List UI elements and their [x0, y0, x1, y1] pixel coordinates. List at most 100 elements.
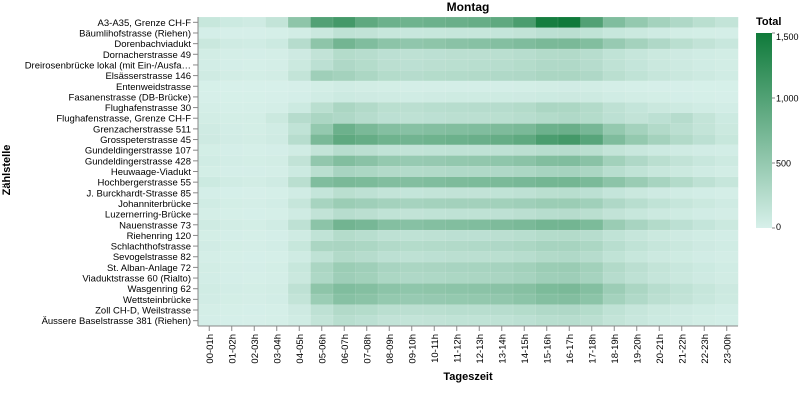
- heatmap-cell: [535, 59, 559, 71]
- heatmap-cell: [625, 59, 649, 71]
- heatmap-cell: [422, 208, 446, 220]
- heatmap-cell: [557, 315, 581, 327]
- legend-tick-label: 1,000: [776, 94, 799, 104]
- heatmap-cell: [467, 112, 491, 125]
- heatmap-cell: [670, 16, 694, 29]
- heatmap-cell: [197, 293, 221, 306]
- heatmap-cell: [422, 197, 446, 210]
- heatmap-cell: [512, 283, 536, 295]
- heatmap-cell: [512, 70, 536, 82]
- heatmap-cell: [647, 251, 671, 263]
- heatmap-cell: [422, 261, 446, 274]
- heatmap-cell: [647, 219, 671, 231]
- heatmap-cell: [287, 166, 311, 178]
- heatmap-cell: [512, 304, 536, 316]
- heatmap-cell: [242, 219, 266, 231]
- heatmap-cell: [557, 80, 581, 93]
- heatmap-cell: [647, 187, 671, 199]
- heatmap-cell: [332, 261, 356, 274]
- heatmap-cell: [377, 208, 401, 220]
- heatmap-cell: [625, 16, 649, 29]
- heatmap-cell: [287, 134, 311, 146]
- heatmap-cell: [220, 293, 244, 306]
- heatmap-cell: [220, 48, 244, 61]
- heatmap-cell: [647, 112, 671, 125]
- heatmap-cell: [242, 59, 266, 71]
- heatmap-cell: [242, 102, 266, 114]
- heatmap-cell: [715, 293, 739, 306]
- heatmap-cell: [242, 155, 266, 167]
- heatmap-cell: [692, 229, 716, 242]
- heatmap-cell: [580, 166, 604, 178]
- heatmap-cell: [512, 219, 536, 231]
- heatmap-cell: [467, 187, 491, 199]
- heatmap-cell: [557, 240, 581, 252]
- heatmap-cell: [422, 187, 446, 199]
- heatmap-cell: [512, 229, 536, 242]
- heatmap-cell: [692, 283, 716, 295]
- heatmap-cell: [535, 176, 559, 188]
- heatmap-cell: [220, 315, 244, 327]
- heatmap-cell: [715, 102, 739, 114]
- heatmap-cell: [400, 219, 424, 231]
- heatmap-cell: [670, 176, 694, 188]
- heatmap-cell: [220, 134, 244, 146]
- heatmap-cell: [467, 176, 491, 188]
- heatmap-cell: [422, 219, 446, 231]
- heatmap-cell: [580, 155, 604, 167]
- heatmap-cell: [625, 27, 649, 39]
- heatmap-cell: [310, 134, 334, 146]
- heatmap-cell: [535, 102, 559, 114]
- heatmap-cell: [512, 16, 536, 29]
- heatmap-cell: [490, 272, 514, 284]
- heatmap-cell: [602, 283, 626, 295]
- heatmap-cell: [602, 102, 626, 114]
- heatmap-cell: [715, 283, 739, 295]
- heatmap-cell: [332, 80, 356, 93]
- heatmap-cell: [377, 102, 401, 114]
- heatmap-cell: [467, 16, 491, 29]
- heatmap-cell: [467, 261, 491, 274]
- heatmap-cell: [580, 293, 604, 306]
- heatmap-cell: [422, 293, 446, 306]
- heatmap-cell: [422, 48, 446, 61]
- heatmap-cell: [287, 176, 311, 188]
- heatmap-cell: [670, 80, 694, 93]
- heatmap-cell: [692, 187, 716, 199]
- heatmap-cell: [377, 166, 401, 178]
- heatmap-cell: [670, 91, 694, 103]
- heatmap-cell: [197, 91, 221, 103]
- heatmap-cell: [625, 315, 649, 327]
- heatmap-cell: [490, 293, 514, 306]
- heatmap-cell: [692, 155, 716, 167]
- heatmap-cell: [332, 176, 356, 188]
- x-tick-label: 18-19h: [610, 334, 621, 364]
- heatmap-cell: [625, 240, 649, 252]
- heatmap-cell: [287, 304, 311, 316]
- heatmap-cell: [265, 112, 289, 125]
- heatmap-cell: [265, 272, 289, 284]
- heatmap-cell: [715, 59, 739, 71]
- heatmap-cell: [377, 293, 401, 306]
- heatmap-cell: [287, 251, 311, 263]
- heatmap-cell: [670, 123, 694, 135]
- heatmap-cell: [220, 27, 244, 39]
- heatmap-cell: [535, 272, 559, 284]
- heatmap-cell: [377, 187, 401, 199]
- heatmap-cell: [647, 70, 671, 82]
- heatmap-cell: [670, 272, 694, 284]
- y-tick-label: Bäumlihofstrasse (Riehen): [79, 28, 191, 39]
- heatmap-cell: [625, 166, 649, 178]
- heatmap-cell: [265, 187, 289, 199]
- heatmap-cell: [670, 59, 694, 71]
- heatmap-cell: [400, 144, 424, 156]
- heatmap-cell: [197, 272, 221, 284]
- heatmap-cell: [490, 261, 514, 274]
- heatmap-cell: [557, 155, 581, 167]
- heatmap-cell: [670, 304, 694, 316]
- heatmap-cell: [422, 272, 446, 284]
- heatmap-cell: [332, 283, 356, 295]
- heatmap-cell: [400, 70, 424, 82]
- heatmap-cell: [670, 155, 694, 167]
- heatmap-cell: [490, 80, 514, 93]
